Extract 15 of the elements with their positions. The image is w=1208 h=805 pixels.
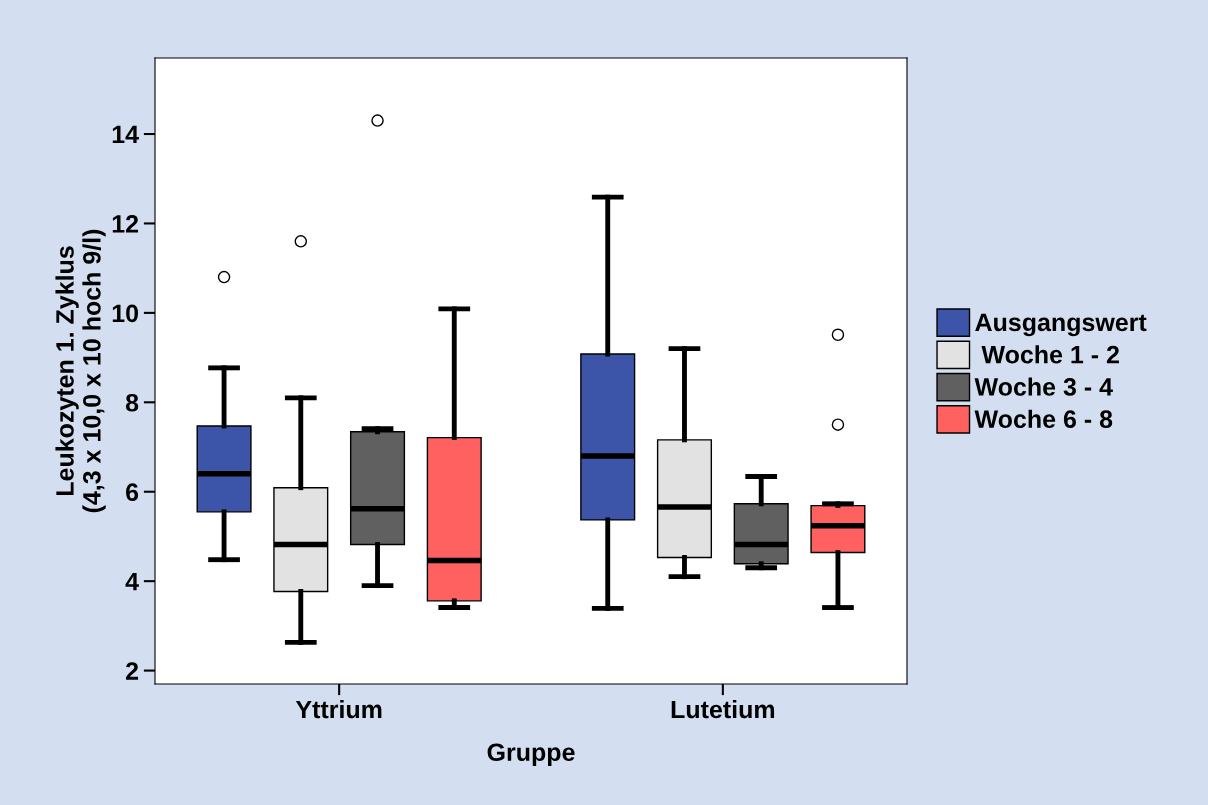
y-tick-label: 8 — [125, 393, 139, 412]
x-tick-label: Yttrium — [295, 699, 382, 719]
y-tick-label: 6 — [126, 483, 139, 502]
legend-label: Ausgangswert — [975, 313, 1147, 337]
x-axis-title: Gruppe — [487, 743, 575, 767]
y-tick-label: 12 — [112, 215, 139, 233]
legend-label: Woche 3 - 4 — [974, 377, 1113, 396]
legend-label: Woche 6 - 8 — [974, 409, 1113, 429]
x-tick-label: Lutetium — [671, 699, 775, 719]
y-axis-title: Leukozyten 1. Zyklus (4,3 x 10,0 x 10 hoch 9/l) — [55, 229, 106, 513]
y-tick-label: 4 — [125, 573, 139, 591]
y-tick-label: 14 — [112, 125, 139, 144]
y-tick-label: 10 — [112, 304, 139, 323]
y-tick-label: 2 — [125, 662, 139, 680]
legend-label: Woche 1 - 2 — [981, 345, 1119, 364]
